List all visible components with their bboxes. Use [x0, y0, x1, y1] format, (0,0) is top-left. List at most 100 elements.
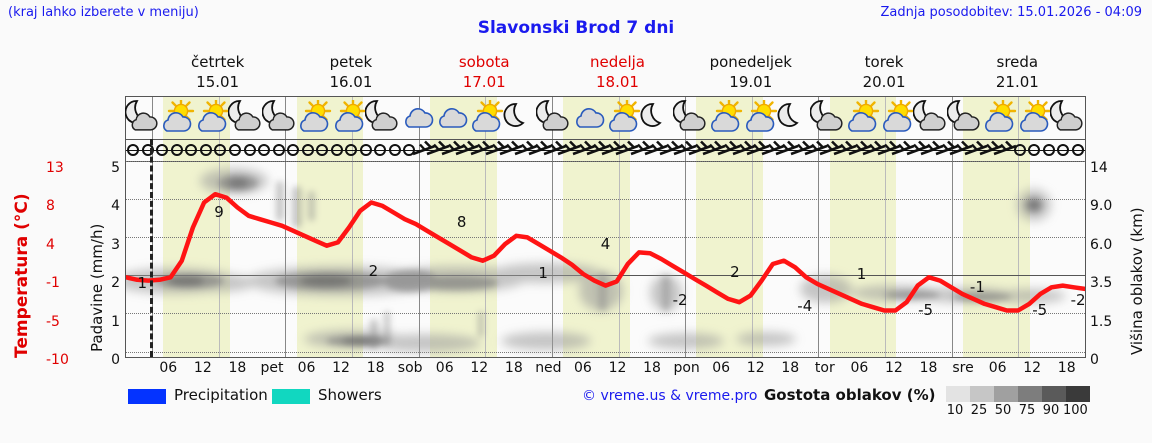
wind-barb [774, 139, 800, 161]
location-hint: (kraj lahko izberete v meniju) [8, 5, 199, 20]
time-tick-06: 06 [435, 360, 454, 376]
time-tick-sre: sre [952, 360, 974, 376]
temperature-label-5: 4 [600, 235, 611, 254]
temperature-curve [126, 191, 1085, 313]
weather-icon-sun-cloud [296, 100, 332, 136]
wind-baseline [126, 150, 1085, 151]
wind-barb [484, 139, 510, 161]
forecast-plot: 1 9 2 8 1 4 -2 2 -4 1 -5 -1 -5 -2 [125, 96, 1086, 358]
temperature-label-3: 8 [456, 213, 467, 232]
wind-barb [527, 139, 553, 161]
time-tick-06: 06 [574, 360, 592, 376]
wind-barb [411, 139, 437, 161]
time-tick-06: 06 [297, 360, 316, 376]
weather-icon-sun-cloud [879, 100, 915, 136]
temperature-label-0: 1 [137, 273, 148, 292]
wind-calm-marker [149, 139, 175, 161]
day-name: torek [864, 53, 904, 71]
weather-icon-moon-cloud [262, 100, 298, 136]
icon-row-divider [126, 139, 1085, 140]
time-tick-18: 18 [1057, 360, 1076, 376]
wind-calm-marker [193, 139, 219, 161]
noon-gridline-5 [751, 97, 753, 357]
weather-icon-cloud [433, 100, 469, 136]
wind-barb-row [126, 139, 1085, 161]
time-tick-12: 12 [885, 360, 903, 376]
day-header-2: petek 16.01 [284, 52, 417, 96]
precipitation-legend-label: Precipitation [174, 386, 268, 404]
temperature-label-12: -5 [1032, 300, 1048, 319]
day-name: sreda [996, 53, 1039, 71]
wind-calm-marker [237, 139, 263, 161]
wind-barb [847, 139, 873, 161]
temperature-tick-2: 4 [46, 236, 55, 253]
wind-barb [745, 139, 771, 161]
precipitation-tick-1: 4 [111, 198, 120, 215]
weather-icon-sun-cloud [981, 100, 1017, 136]
temperature-label-9: 1 [856, 264, 867, 283]
noon-gridline-4 [618, 97, 620, 357]
wind-barb [658, 139, 684, 161]
day-header-band: četrtek 15.01 petek 16.01 sobota 17.01 nedelja… [125, 52, 1086, 96]
weather-icon-sun-cloud [605, 100, 641, 136]
wind-barb [818, 139, 844, 161]
precipitation-tick-3: 2 [111, 275, 120, 292]
weather-icon-sun-cloud [159, 100, 195, 136]
time-tick-18: 18 [643, 360, 661, 376]
temperature-label-4: 1 [538, 263, 548, 282]
wind-barb [716, 139, 742, 161]
precipitation-tick-5: 0 [111, 352, 120, 368]
time-tick-pon: pon [673, 360, 700, 376]
cloud-height-tick-0: 14 [1090, 160, 1108, 176]
time-tick-12: 12 [746, 360, 765, 376]
wind-calm-marker [338, 139, 364, 161]
time-tick-sob: sob [397, 360, 423, 376]
temperature-tick-4: -5 [46, 313, 60, 330]
wind-barb [832, 139, 858, 161]
weather-icon-sun-cloud [707, 100, 743, 136]
day-date: 20.01 [862, 73, 906, 91]
current-time-marker [150, 139, 153, 357]
wind-calm-marker [266, 139, 292, 161]
wind-barb [789, 139, 815, 161]
weather-icon-moon-cloud [810, 100, 846, 136]
cloud-height-tick-2: 6.0 [1090, 236, 1113, 253]
wind-calm-marker [353, 139, 379, 161]
day-header-3: sobota 17.01 [418, 52, 551, 96]
weather-icon-sun-cloud [194, 100, 230, 136]
wind-calm-marker [295, 139, 321, 161]
cloud-height-axis-title: Višina oblakov (km) [1128, 207, 1146, 355]
copyright-link[interactable]: © vreme.us & vreme.pro [582, 388, 758, 404]
day-date: 19.01 [729, 73, 773, 91]
time-tick-tor: tor [814, 360, 835, 376]
showers-swatch [272, 389, 310, 404]
gridline-0 [126, 161, 1085, 162]
temperature-label-2: 2 [368, 261, 379, 280]
precipitation-tick-4: 1 [111, 313, 120, 330]
gridline-4 [126, 313, 1085, 315]
wind-barb [542, 139, 568, 161]
wind-barb [803, 139, 829, 161]
temperature-label-7: 2 [730, 262, 740, 281]
temperature-label-13: -2 [1070, 290, 1086, 309]
weather-icon-moon-cloud [947, 100, 983, 136]
wind-barb [571, 139, 597, 161]
time-tick-18: 18 [228, 360, 247, 376]
wind-barb [498, 139, 524, 161]
wind-barb [992, 139, 1018, 161]
wind-calm-marker [251, 139, 277, 161]
wind-calm-marker [382, 139, 408, 161]
wind-barb [425, 139, 451, 161]
wind-barb [760, 139, 786, 161]
cloud-density-step-90 [1042, 386, 1066, 402]
wind-barb [890, 139, 916, 161]
time-tick-18: 18 [919, 360, 938, 376]
day-name: nedelja [589, 53, 645, 71]
temperature-label-10: -5 [918, 300, 934, 319]
day-separator-7 [951, 97, 953, 357]
temperature-label-11: -1 [969, 277, 985, 296]
wind-barb [672, 139, 698, 161]
wind-calm-marker [309, 139, 335, 161]
noon-gridline-6 [885, 97, 887, 357]
temperature-tick-1: 8 [46, 198, 55, 215]
